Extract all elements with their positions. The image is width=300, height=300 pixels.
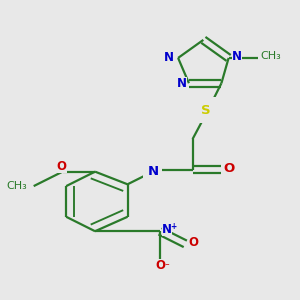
Text: O: O [224, 162, 235, 175]
Text: CH₃: CH₃ [6, 181, 27, 191]
Text: N: N [147, 165, 158, 178]
Text: N: N [232, 50, 242, 63]
Text: O: O [155, 259, 165, 272]
Text: H: H [142, 161, 149, 171]
Text: S: S [201, 104, 211, 117]
Text: N: N [177, 77, 187, 90]
Text: N: N [162, 223, 172, 236]
Text: ⁻: ⁻ [164, 262, 169, 271]
Text: N: N [164, 51, 174, 64]
Text: CH₃: CH₃ [260, 51, 281, 61]
Text: +: + [170, 222, 176, 231]
Text: O: O [57, 160, 67, 173]
Text: O: O [188, 236, 198, 249]
